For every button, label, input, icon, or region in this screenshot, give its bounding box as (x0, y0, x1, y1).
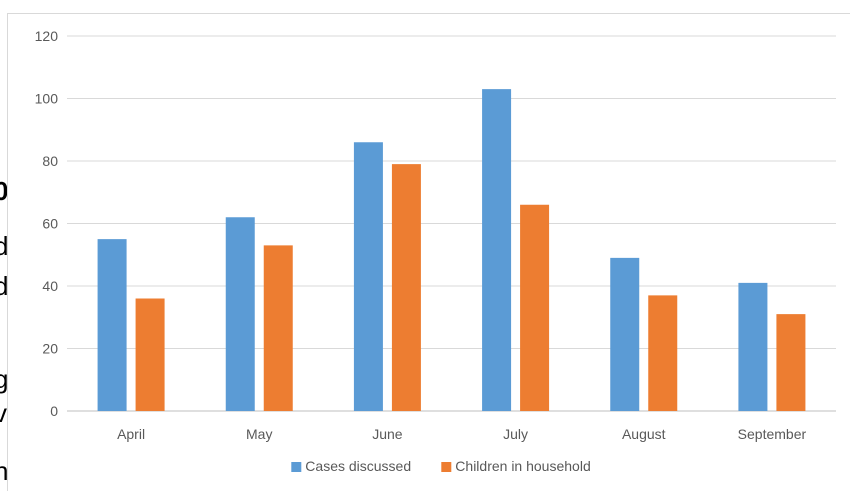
background-text-fragment: d (0, 231, 9, 261)
legend-label: Cases discussed (305, 458, 411, 474)
bar-cases-discussed (353, 142, 383, 411)
background-text-fragment: v (0, 398, 7, 428)
bar-children-in-household (648, 295, 678, 411)
bar-cases-discussed (225, 217, 255, 411)
background-text-fragment: g (0, 364, 9, 394)
background-text-fragment: d (0, 271, 9, 301)
bar-children-in-household (391, 164, 421, 411)
bar-children-in-household (776, 314, 806, 411)
x-tick-label: August (622, 426, 666, 442)
legend-swatch (441, 462, 452, 472)
legend-label: Children in household (455, 458, 590, 474)
y-tick-label: 100 (35, 91, 59, 107)
background-text-fragment: 0 (0, 176, 9, 206)
x-tick-label: April (117, 426, 145, 442)
bar-children-in-household (263, 245, 293, 411)
bar-cases-discussed (610, 257, 640, 411)
x-tick-label: September (738, 426, 807, 442)
y-tick-label: 0 (50, 403, 58, 419)
legend-swatch (291, 462, 302, 472)
x-tick-label: June (372, 426, 403, 442)
bar-children-in-household (520, 204, 550, 411)
bar-cases-discussed (482, 89, 512, 411)
x-tick-label: July (503, 426, 528, 442)
y-tick-label: 60 (42, 216, 58, 232)
y-tick-label: 120 (35, 28, 59, 44)
bar-cases-discussed (97, 239, 127, 411)
bar-chart: 0 20 40 60 80 100 120 April May June July August Sep… (35, 28, 836, 474)
chart-area: 0 20 40 60 80 100 120 April May June July August Sep… (7, 13, 850, 491)
y-tick-label: 80 (42, 153, 58, 169)
y-tick-label: 40 (42, 278, 58, 294)
bar-cases-discussed (738, 282, 768, 411)
x-tick-label: May (246, 426, 272, 442)
y-tick-label: 20 (42, 341, 58, 357)
bar-children-in-household (135, 298, 165, 411)
